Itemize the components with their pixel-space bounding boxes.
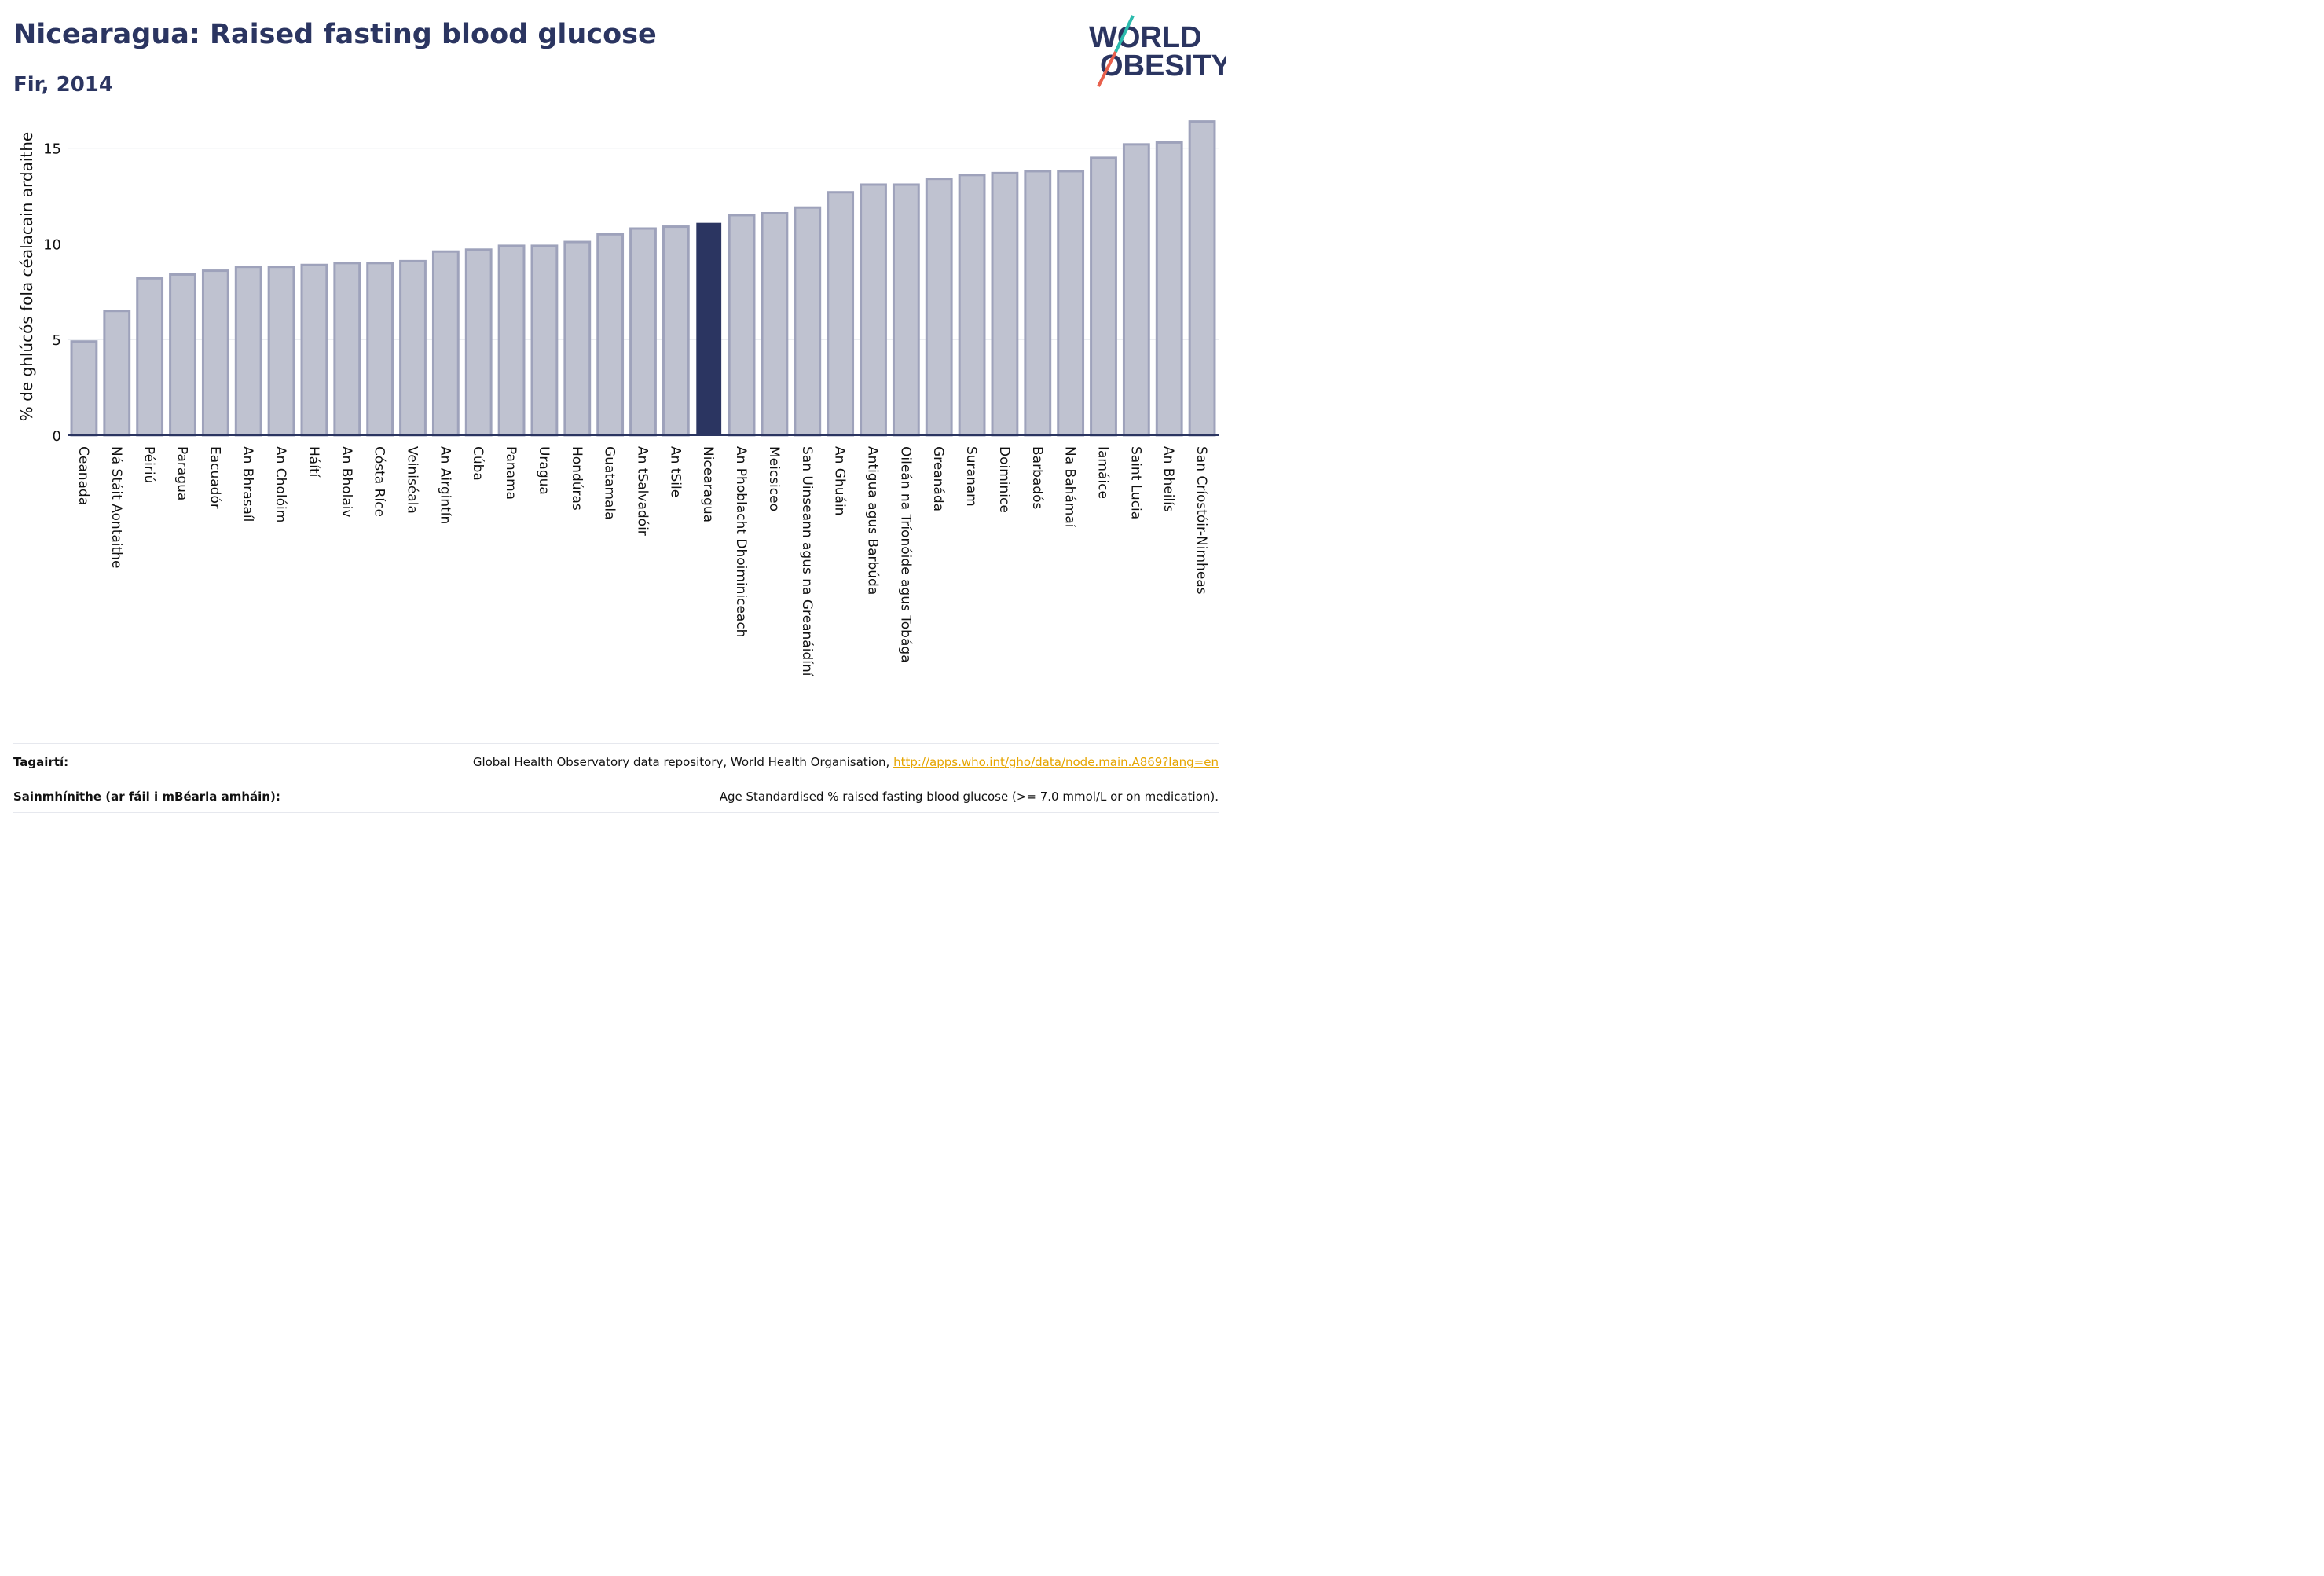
y-tick-labels: 0 5 10 15	[43, 141, 61, 445]
references-value: Global Health Observatory data repositor…	[473, 755, 1219, 769]
bar	[860, 183, 887, 437]
bar	[892, 183, 920, 437]
x-tick-label: San Uinseann agus na Greanáidíní	[799, 446, 815, 677]
bar-highlighted	[696, 222, 722, 435]
chart-title: Nicearagua: Raised fasting blood glucose	[13, 19, 657, 50]
bar	[728, 214, 756, 437]
x-tick-label: Oileán na Tríonóide agus Tobága	[897, 446, 913, 663]
logo-slash-teal	[1114, 15, 1135, 53]
x-tick-label: Ceanada	[75, 446, 91, 505]
x-tick-label: An Ghuáin	[832, 446, 848, 515]
x-tick-label: Saint Lucia	[1127, 446, 1143, 519]
definitions-text: Age Standardised % raised fasting blood …	[719, 790, 1219, 804]
x-tick-label: An Phoblacht Dhoiminiceach	[733, 446, 749, 637]
x-tick-label: An Bholaiv	[339, 446, 354, 518]
y-tick-label: 15	[43, 141, 61, 158]
bar	[1122, 143, 1150, 437]
x-tick-label: Háítí	[306, 446, 321, 478]
bar	[70, 340, 98, 437]
logo-slash-red	[1097, 51, 1117, 87]
x-tick-label: Hondúras	[569, 446, 585, 511]
footer-definitions-row: Sainmhínithe (ar fáil i mBéarla amháin):…	[13, 781, 1219, 812]
bar	[136, 277, 164, 437]
x-tick-label: Doiminice	[996, 446, 1012, 513]
footer-rule-top	[13, 743, 1219, 744]
x-tick-label: Cósta Ríce	[372, 446, 387, 517]
bar	[563, 240, 592, 437]
bar	[827, 191, 855, 437]
bar	[234, 266, 262, 437]
x-tick-label: An Bhrasaíl	[240, 446, 255, 522]
x-tick-label: Eacuadór	[207, 446, 222, 509]
world-obesity-logo: WORLD OBESITY	[1089, 15, 1226, 87]
bar	[267, 266, 295, 437]
bar	[629, 227, 657, 437]
x-tick-label: Antigua agus Barbúda	[865, 446, 881, 595]
x-tick-label: Greanáda	[930, 446, 946, 511]
bar	[497, 244, 526, 437]
x-tick-label: An tSile	[667, 446, 683, 497]
x-tick-label: Meicsiceo	[766, 446, 782, 511]
references-text: Global Health Observatory data repositor…	[472, 755, 894, 769]
footer-references-row: Tagairtí: Global Health Observatory data…	[13, 746, 1219, 778]
bar-chart: 0 5 10 15 Ceanada Ná Stáit Aontaithe Péiriú Pa…	[17, 120, 1219, 677]
y-tick-label: 5	[53, 332, 61, 349]
bar	[958, 174, 986, 437]
bar	[201, 269, 229, 437]
bar	[169, 273, 196, 437]
x-tick-label: An Bheilís	[1160, 446, 1176, 512]
bar	[596, 233, 625, 437]
chart-subtitle: Fir, 2014	[13, 73, 113, 97]
y-axis-label: % de ghlúcós fola céalacain ardaithe	[17, 132, 36, 421]
bar	[1155, 141, 1183, 437]
x-tick-label: Guatamala	[602, 446, 618, 520]
bar	[1090, 156, 1117, 437]
x-tick-label: Suranam	[963, 446, 979, 507]
bar	[1024, 170, 1052, 437]
x-tick-label: Iamáice	[1095, 446, 1111, 499]
bar	[366, 262, 394, 437]
x-tick-labels: Ceanada Ná Stáit Aontaithe Péiriú Paragua Ea…	[75, 446, 1209, 677]
x-tick-label: Ná Stáit Aontaithe	[108, 446, 124, 568]
bar	[530, 244, 559, 437]
x-tick-label: Péiriú	[141, 446, 157, 483]
bar	[431, 250, 460, 437]
definitions-label: Sainmhínithe (ar fáil i mBéarla amháin):	[13, 790, 280, 804]
bar	[991, 171, 1019, 437]
bar	[1057, 170, 1085, 437]
y-tick-label: 10	[43, 236, 61, 253]
x-tick-label: An Airgintín	[437, 446, 453, 524]
y-tick-label: 0	[53, 428, 61, 445]
bar	[794, 206, 822, 437]
x-tick-label: Nicearagua	[700, 446, 716, 522]
x-tick-label: San Críostóir-Nimheas	[1193, 446, 1209, 595]
x-tick-label: An Cholóim	[273, 446, 288, 522]
bars	[70, 120, 1216, 437]
logo-text-obesity: OBESITY	[1100, 49, 1226, 82]
bar	[761, 212, 789, 437]
x-tick-label: Veiniséala	[405, 446, 420, 514]
x-tick-label: Uragua	[536, 446, 552, 495]
x-tick-label: Paragua	[174, 446, 190, 500]
references-label: Tagairtí:	[13, 755, 69, 769]
bar	[464, 248, 493, 437]
x-tick-label: An tSalvadóir	[635, 446, 651, 536]
x-tick-label: Na Bahámaí	[1062, 446, 1078, 529]
bar	[662, 225, 690, 437]
bar	[333, 262, 361, 437]
bar	[399, 259, 427, 437]
bar	[925, 178, 953, 437]
footer-rule-bottom	[13, 812, 1219, 813]
bar	[1188, 120, 1216, 437]
references-link[interactable]: http://apps.who.int/gho/data/node.main.A…	[893, 755, 1219, 769]
bar	[300, 263, 328, 437]
x-tick-label: Panama	[503, 446, 519, 500]
x-tick-label: Cúba	[470, 446, 486, 481]
x-tick-label: Barbadós	[1029, 446, 1045, 509]
bar	[103, 310, 131, 437]
